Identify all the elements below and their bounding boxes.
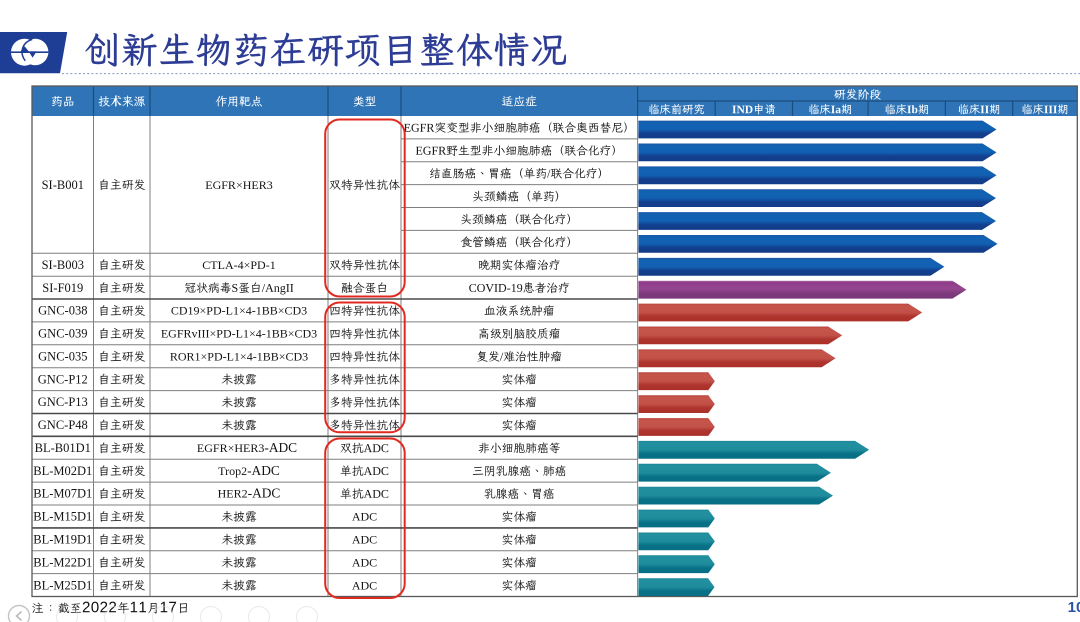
svg-text:GNC-P12: GNC-P12 — [38, 372, 88, 386]
svg-text:SI-F019: SI-F019 — [42, 281, 83, 295]
svg-text:BL-M19D1: BL-M19D1 — [33, 533, 92, 547]
svg-text:GNC-038: GNC-038 — [38, 304, 87, 318]
svg-text:GNC-P13: GNC-P13 — [38, 395, 88, 409]
svg-text:CD19×PD-L1×4-1BB×CD3: CD19×PD-L1×4-1BB×CD3 — [171, 304, 307, 318]
svg-text:BL-M02D1: BL-M02D1 — [33, 464, 92, 478]
svg-text:EGFR×HER3: EGFR×HER3 — [205, 178, 272, 192]
svg-text:HER2-ADC: HER2-ADC — [218, 486, 281, 501]
svg-text:ADC: ADC — [352, 578, 377, 592]
svg-text:GNC-035: GNC-035 — [38, 349, 87, 363]
svg-text:ADC: ADC — [352, 533, 377, 547]
svg-text:CTLA-4×PD-1: CTLA-4×PD-1 — [202, 258, 275, 272]
svg-text:ADC: ADC — [352, 555, 377, 569]
svg-text:SI-B003: SI-B003 — [42, 258, 84, 272]
svg-text:EGFR×HER3-ADC: EGFR×HER3-ADC — [197, 440, 297, 455]
svg-text:BL-B01D1: BL-B01D1 — [35, 441, 91, 455]
svg-text:BL-M07D1: BL-M07D1 — [33, 487, 92, 501]
svg-text:BL-M22D1: BL-M22D1 — [33, 555, 92, 569]
svg-text:BL-M15D1: BL-M15D1 — [33, 510, 92, 524]
svg-text:SI-B001: SI-B001 — [42, 178, 84, 192]
svg-text:10: 10 — [1068, 599, 1080, 616]
svg-text:GNC-039: GNC-039 — [38, 327, 87, 341]
svg-text:Trop2-ADC: Trop2-ADC — [218, 463, 280, 478]
svg-text:ADC: ADC — [352, 510, 377, 524]
svg-text:EGFRvIII×PD-L1×4-1BB×CD3: EGFRvIII×PD-L1×4-1BB×CD3 — [161, 327, 317, 341]
svg-text:GNC-P48: GNC-P48 — [38, 418, 88, 432]
svg-text:BL-M25D1: BL-M25D1 — [33, 578, 92, 592]
svg-text:ROR1×PD-L1×4-1BB×CD3: ROR1×PD-L1×4-1BB×CD3 — [170, 349, 308, 363]
